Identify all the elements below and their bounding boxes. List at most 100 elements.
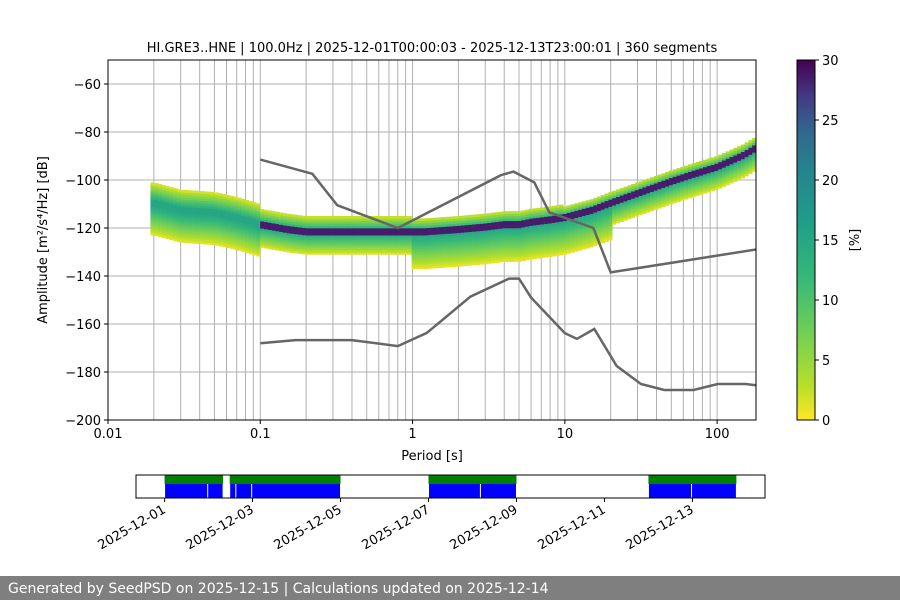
heatmap-cell (161, 201, 166, 205)
heatmap-cell (528, 208, 533, 212)
heatmap-cell (381, 244, 386, 248)
heatmap-cell (226, 211, 231, 215)
colorbar-tick-label: 15 (822, 234, 839, 249)
heatmap-cell (430, 265, 435, 269)
heatmap-cell (597, 198, 602, 202)
heatmap-cell (718, 164, 723, 167)
heatmap-cell (339, 240, 344, 243)
heatmap-cell (192, 236, 197, 239)
heatmap-cell (381, 228, 386, 231)
heatmap-cell (729, 161, 734, 165)
heatmap-cell (536, 217, 541, 221)
heatmap-cell (248, 251, 253, 255)
heatmap-cell (373, 244, 378, 248)
heatmap-cell (400, 242, 405, 246)
heatmap-cell (165, 214, 170, 218)
heatmap-cell (600, 228, 605, 232)
heatmap-cell (388, 240, 393, 243)
heatmap-cell (676, 182, 681, 186)
heatmap-cell (207, 208, 212, 212)
heatmap-cell (657, 205, 662, 209)
x-tick-label: 0.1 (250, 427, 271, 442)
heatmap-cell (525, 231, 530, 234)
heatmap-cell (608, 194, 613, 198)
y-tick-label: −200 (65, 414, 101, 429)
heatmap-cell (366, 249, 371, 253)
heatmap-cell (339, 230, 344, 234)
heatmap-cell (468, 226, 473, 230)
heatmap-cell (559, 238, 564, 241)
heatmap-cell (328, 235, 333, 238)
heatmap-cell (381, 223, 386, 226)
heatmap-cell (279, 219, 284, 223)
y-tick-label: −160 (65, 318, 101, 333)
heatmap-cell (347, 230, 352, 234)
heatmap-cell (260, 209, 265, 212)
heatmap-cell (245, 228, 250, 232)
heatmap-cell (211, 230, 216, 233)
heatmap-cell (521, 212, 526, 216)
heatmap-cell (491, 234, 496, 237)
heatmap-cell (301, 218, 306, 221)
heatmap-cell (585, 207, 590, 211)
heatmap-cell (260, 228, 265, 232)
heatmap-cell (373, 237, 378, 241)
heatmap-cell (547, 254, 552, 258)
heatmap-cell (271, 227, 276, 231)
heatmap-cell (464, 215, 469, 218)
heatmap-cell (506, 213, 511, 217)
heatmap-cell (218, 241, 223, 244)
heatmap-cell (578, 233, 583, 237)
heatmap-cell (566, 231, 571, 235)
heatmap-cell (680, 193, 685, 196)
heatmap-cell (623, 208, 628, 212)
heatmap-cell (422, 244, 428, 248)
heatmap-cell (506, 254, 511, 258)
heatmap-cell (233, 222, 238, 226)
heatmap-cell (430, 253, 435, 257)
heatmap-cell (585, 200, 590, 203)
heatmap-cell (460, 256, 465, 260)
heatmap-cell (207, 196, 212, 200)
heatmap-cell (566, 243, 571, 247)
heatmap-cell (517, 249, 522, 253)
heatmap-cell (422, 232, 428, 236)
heatmap-cell (256, 215, 261, 219)
heatmap-cell (207, 218, 212, 221)
heatmap-cell (597, 220, 602, 224)
heatmap-cell (695, 183, 700, 187)
heatmap-cell (233, 218, 238, 221)
heatmap-cell (528, 252, 533, 255)
heatmap-cell (619, 190, 624, 194)
heatmap-cell (316, 223, 322, 226)
heatmap-cell (430, 229, 435, 233)
heatmap-cell (316, 225, 322, 229)
heatmap-cell (154, 214, 159, 217)
heatmap-cell (271, 215, 276, 219)
heatmap-cell (419, 235, 424, 238)
heatmap-cell (226, 221, 231, 225)
heatmap-cell (229, 224, 235, 228)
heatmap-cell (525, 245, 530, 249)
heatmap-cell (475, 257, 481, 261)
heatmap-cell (453, 233, 458, 236)
heatmap-cell (301, 230, 306, 233)
heatmap-cell (479, 225, 484, 229)
processed-segment-bar (648, 475, 737, 484)
heatmap-cell (521, 222, 526, 226)
heatmap-cell (661, 185, 666, 188)
heatmap-cell (752, 142, 756, 146)
heatmap-cell (464, 260, 469, 264)
heatmap-cell (203, 229, 208, 233)
heatmap-cell (540, 241, 545, 244)
heatmap-cell (729, 149, 734, 153)
heatmap-cell (634, 185, 639, 188)
heatmap-cell (192, 204, 197, 208)
heatmap-cell (665, 195, 670, 199)
heatmap-cell (305, 223, 310, 226)
heatmap-cell (457, 254, 462, 258)
heatmap-cell (646, 188, 651, 191)
heatmap-cell (434, 234, 439, 238)
heatmap-cell (351, 216, 356, 219)
heatmap-cell (487, 222, 492, 226)
